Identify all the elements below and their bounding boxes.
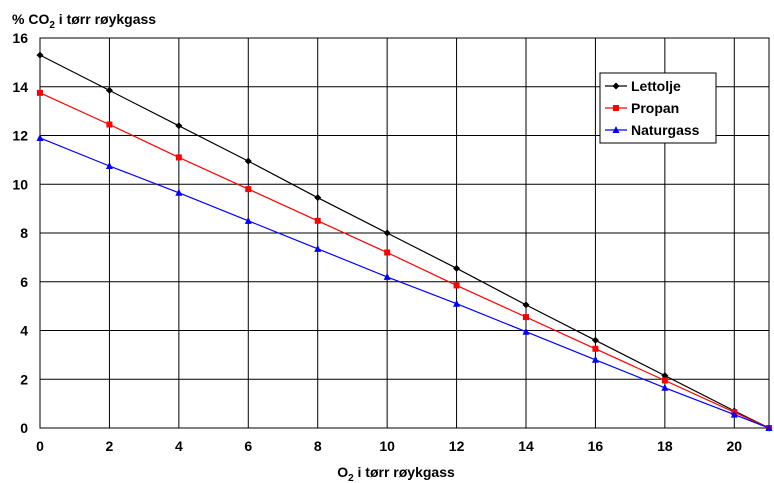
data-point-lettolje bbox=[314, 194, 322, 202]
data-point-lettolje bbox=[661, 372, 669, 380]
data-point-naturgass bbox=[453, 299, 461, 307]
legend-label-lettolje: Lettolje bbox=[631, 78, 681, 94]
data-point-propan bbox=[245, 186, 252, 193]
series-propan bbox=[37, 89, 772, 431]
y-axis-title-sub: 2 bbox=[49, 20, 55, 31]
series-line-naturgass bbox=[39, 137, 770, 429]
x-tick-label: 12 bbox=[449, 438, 465, 454]
x-tick-label: 2 bbox=[106, 438, 114, 454]
data-point-lettolje bbox=[36, 51, 44, 59]
legend-marker-lettolje bbox=[612, 82, 620, 90]
legend-label-naturgass: Naturgass bbox=[631, 122, 700, 138]
x-tick-labels: 0 2 4 6 8 10 12 14 16 18 20 bbox=[36, 438, 742, 454]
x-tick-label: 20 bbox=[726, 438, 742, 454]
y-tick-label: 2 bbox=[20, 371, 28, 387]
x-tick-label: 0 bbox=[36, 438, 44, 454]
x-tick-label: 18 bbox=[657, 438, 673, 454]
x-axis-title: O2 i tørr røykgass bbox=[337, 464, 455, 483]
data-point-lettolje bbox=[383, 229, 391, 237]
data-point-propan bbox=[592, 345, 599, 352]
x-axis-title-sub: 2 bbox=[348, 473, 354, 483]
series-line-lettolje bbox=[39, 54, 770, 429]
data-point-naturgass bbox=[105, 161, 113, 169]
data-point-naturgass bbox=[730, 410, 738, 418]
data-point-propan bbox=[314, 217, 321, 224]
y-tick-label: 0 bbox=[20, 420, 28, 436]
data-point-lettolje bbox=[105, 86, 113, 94]
data-point-lettolje bbox=[244, 157, 252, 165]
data-point-naturgass bbox=[314, 244, 322, 252]
data-point-naturgass bbox=[661, 383, 669, 391]
data-point-lettolje bbox=[453, 264, 461, 272]
x-axis-title-prefix: O bbox=[337, 464, 348, 480]
legend-item-naturgass: Naturgass bbox=[605, 122, 700, 138]
data-point-naturgass bbox=[36, 133, 44, 141]
y-axis-title-prefix: % CO bbox=[12, 11, 49, 27]
y-axis-title-suffix: i tørr røykgass bbox=[55, 11, 156, 27]
y-tick-label: 6 bbox=[20, 274, 28, 290]
legend: Lettolje Propan Naturgass bbox=[599, 72, 717, 144]
data-point-naturgass bbox=[244, 216, 252, 224]
data-point-propan bbox=[453, 282, 460, 289]
x-tick-label: 14 bbox=[518, 438, 534, 454]
data-point-naturgass bbox=[765, 424, 773, 431]
legend-label-propan: Propan bbox=[631, 100, 679, 116]
y-tick-label: 12 bbox=[12, 128, 28, 144]
x-axis-title-suffix: i tørr røykgass bbox=[354, 464, 455, 480]
data-point-propan bbox=[384, 249, 391, 256]
legend-marker-propan bbox=[613, 105, 619, 111]
x-tick-label: 8 bbox=[314, 438, 322, 454]
data-point-naturgass bbox=[383, 272, 391, 280]
data-point-propan bbox=[37, 89, 43, 96]
series-group bbox=[36, 51, 773, 432]
x-tick-label: 16 bbox=[588, 438, 604, 454]
data-point-lettolje bbox=[591, 336, 599, 344]
x-tick-label: 4 bbox=[175, 438, 183, 454]
y-tick-label: 16 bbox=[12, 30, 28, 46]
y-tick-label: 4 bbox=[20, 323, 28, 339]
data-point-propan bbox=[106, 121, 113, 128]
data-point-naturgass bbox=[522, 327, 530, 335]
data-point-propan bbox=[661, 377, 668, 384]
y-tick-label: 14 bbox=[12, 79, 28, 95]
data-point-lettolje bbox=[522, 301, 530, 309]
y-axis-title: % CO2 i tørr røykgass bbox=[12, 11, 156, 31]
y-tick-label: 10 bbox=[12, 176, 28, 192]
y-tick-label: 8 bbox=[20, 225, 28, 241]
data-point-naturgass bbox=[175, 188, 183, 196]
data-point-lettolje bbox=[175, 122, 183, 130]
x-tick-label: 10 bbox=[379, 438, 395, 454]
legend-item-lettolje: Lettolje bbox=[605, 78, 681, 94]
data-point-propan bbox=[175, 154, 182, 161]
data-point-propan bbox=[523, 314, 529, 321]
x-tick-label: 6 bbox=[244, 438, 252, 454]
legend-item-propan: Propan bbox=[605, 100, 679, 116]
series-line-propan bbox=[39, 92, 770, 429]
data-point-naturgass bbox=[591, 355, 599, 363]
series-naturgass bbox=[36, 133, 773, 431]
y-tick-labels: 0 2 4 6 8 10 12 14 16 bbox=[12, 30, 28, 436]
legend-marker-naturgass bbox=[612, 126, 620, 133]
